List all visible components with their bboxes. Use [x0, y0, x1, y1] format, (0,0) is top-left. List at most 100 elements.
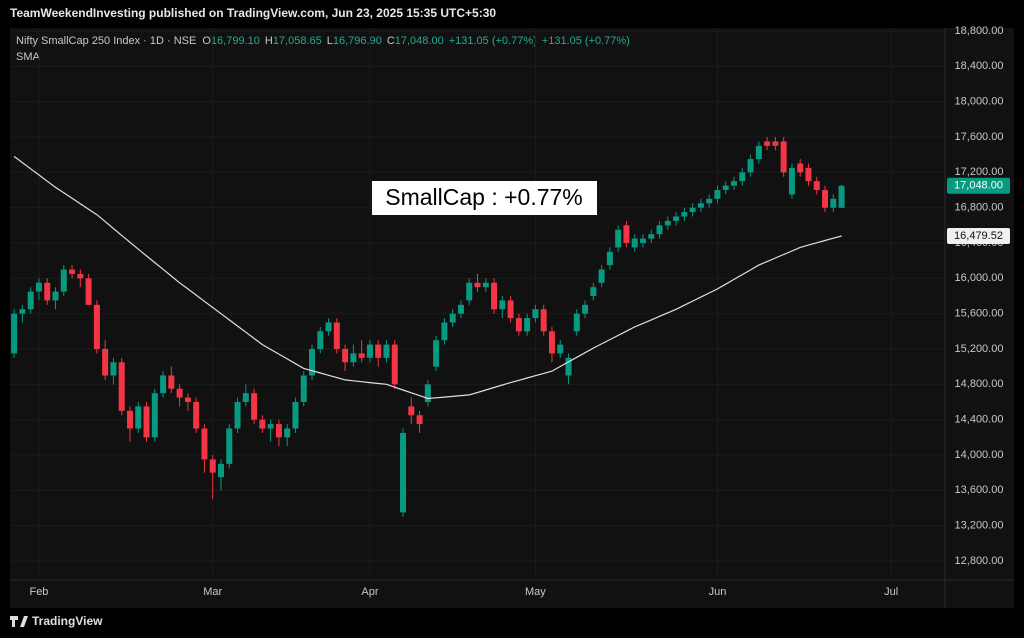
candle-body: [11, 313, 18, 354]
candle-body: [85, 278, 92, 305]
candle-body: [466, 282, 473, 301]
x-tick-label: Jun: [709, 586, 727, 598]
x-tick-label: Feb: [29, 586, 48, 598]
candle-body: [548, 331, 555, 354]
candle-body: [342, 349, 349, 363]
change-value: +131.05 (+0.77%): [449, 35, 537, 47]
candle-body: [201, 428, 208, 460]
logo-icon: [10, 616, 28, 627]
grid: [10, 28, 945, 580]
candle-body: [251, 393, 258, 420]
candle-body: [217, 463, 224, 478]
candle-body: [69, 269, 76, 274]
y-tick-label: 13,200.00: [955, 520, 1004, 532]
candle-body: [838, 185, 845, 208]
candle-body: [598, 269, 605, 283]
candle-body: [358, 353, 365, 358]
ohlc-value: 17,048.00: [395, 35, 444, 47]
x-tick-label: Apr: [361, 586, 378, 598]
candle-body: [317, 331, 324, 350]
candle-body: [540, 309, 547, 332]
candle-body: [499, 300, 506, 310]
y-tick-label: 13,600.00: [955, 484, 1004, 496]
candle-body: [813, 181, 820, 191]
candle-body: [52, 291, 59, 301]
candle-body: [664, 220, 671, 226]
candle-body: [557, 344, 564, 354]
candle-body: [118, 362, 125, 411]
ohlc-value: 17,058.65: [273, 35, 322, 47]
candle-body: [673, 216, 680, 221]
candle-body: [44, 282, 51, 301]
candle-body: [706, 198, 713, 204]
candle-body: [400, 432, 407, 513]
candle-body: [532, 309, 539, 319]
candle-body: [797, 163, 804, 173]
candle-body: [755, 145, 762, 160]
candle-body: [184, 397, 191, 403]
y-tick-label: 17,600.00: [955, 131, 1004, 143]
y-tick-label: 12,800.00: [955, 555, 1004, 567]
candle-body: [830, 198, 837, 208]
candle-body: [102, 349, 109, 376]
candle-body: [714, 190, 721, 199]
y-tick-label: 14,000.00: [955, 449, 1004, 461]
candle-body: [722, 185, 729, 191]
candle-body: [772, 141, 779, 146]
ohlc-letter: L: [327, 35, 333, 47]
candle-body: [764, 141, 771, 146]
x-tick-label: Jul: [884, 586, 898, 598]
candle-body: [681, 212, 688, 217]
candle-body: [623, 225, 630, 244]
candle-body: [408, 406, 415, 416]
last-price-box: [947, 177, 1010, 194]
candle-body: [457, 304, 464, 314]
candle-body: [491, 282, 498, 310]
candle-body: [524, 318, 531, 332]
candle-body: [275, 424, 282, 438]
ohlc-value: 16,796.90: [333, 35, 382, 47]
ohlc-letter: O: [202, 35, 211, 47]
candle-body: [300, 375, 307, 403]
candle-body: [333, 322, 340, 350]
candle-body: [292, 402, 299, 429]
candle-body: [309, 349, 316, 376]
footer-logo: TradingView: [10, 614, 103, 628]
y-tick-label: 16,000.00: [955, 272, 1004, 284]
candle-body: [19, 309, 26, 314]
candle-body: [689, 207, 696, 213]
candle-body: [168, 375, 175, 389]
candle-body: [731, 181, 738, 186]
indicator: SMA: [16, 51, 41, 63]
candle-body: [209, 459, 216, 473]
y-tick-label: 14,800.00: [955, 378, 1004, 390]
candle-body: [515, 318, 522, 332]
candle-body: [573, 313, 580, 332]
candle-body: [284, 428, 291, 438]
candle-body: [697, 203, 704, 208]
candle-body: [788, 167, 795, 195]
candle-body: [383, 344, 390, 358]
candle-body: [639, 238, 646, 244]
candle-body: [805, 167, 812, 182]
candle-body: [93, 304, 100, 350]
y-tick-label: 15,600.00: [955, 308, 1004, 320]
candle-body: [110, 362, 117, 376]
candle-body: [391, 344, 398, 385]
candle-body: [193, 402, 200, 429]
sma-price-label: 16,479.52: [954, 230, 1003, 242]
x-tick-label: Mar: [203, 586, 222, 598]
y-tick-label: 16,800.00: [955, 202, 1004, 214]
candles: [11, 137, 845, 517]
annotation-bg: [372, 181, 597, 215]
candle-body: [176, 388, 183, 398]
candle-body: [822, 190, 829, 208]
legend: Nifty SmallCap 250 Index · 1D · NSE SMA …: [16, 35, 630, 63]
candle-body: [507, 300, 514, 319]
last-price-label: 17,048.00: [954, 180, 1003, 192]
ohlc-letter: H: [265, 35, 273, 47]
y-tick-label: 17,200.00: [955, 166, 1004, 178]
candle-body: [433, 340, 440, 367]
annotation-box: SmallCap : +0.77%: [372, 181, 597, 215]
